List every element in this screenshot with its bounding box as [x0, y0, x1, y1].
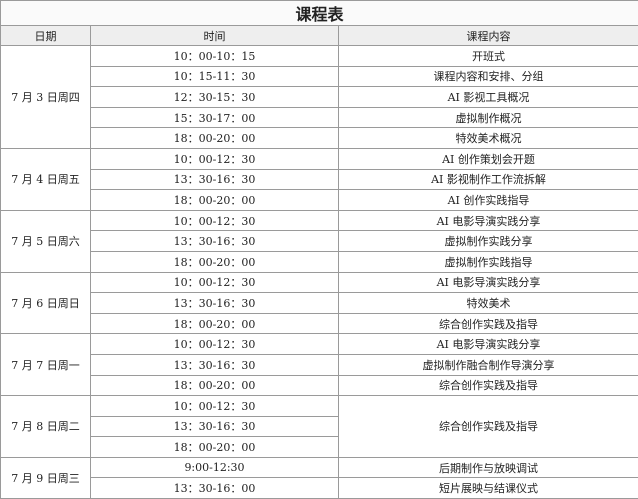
content-cell: AI 影视工具概况 — [339, 87, 638, 108]
time-cell: 13：30-16：30 — [91, 231, 339, 252]
time-cell: 9:00-12:30 — [91, 457, 339, 478]
content-cell: 虚拟制作概况 — [339, 107, 638, 128]
time-cell: 18：00-20：00 — [91, 128, 339, 149]
content-cell: 开班式 — [339, 46, 638, 67]
content-cell: AI 电影导演实践分享 — [339, 210, 638, 231]
title-row: 课程表 — [1, 1, 638, 26]
time-cell: 10：00-12：30 — [91, 148, 339, 169]
time-cell: 10：00-10：15 — [91, 46, 339, 67]
content-cell: 虚拟制作融合制作导演分享 — [339, 354, 638, 375]
content-cell: AI 电影导演实践分享 — [339, 272, 638, 293]
time-cell: 12：30-15：30 — [91, 87, 339, 108]
time-cell: 18：00-20：00 — [91, 190, 339, 211]
time-cell: 18：00-20：00 — [91, 437, 339, 458]
time-cell: 10：00-12：30 — [91, 210, 339, 231]
content-cell: AI 电影导演实践分享 — [339, 334, 638, 355]
date-cell: 7 月 3 日周四 — [1, 46, 91, 149]
content-cell: 虚拟制作实践指导 — [339, 251, 638, 272]
time-cell: 18：00-20：00 — [91, 375, 339, 396]
time-cell: 18：00-20：00 — [91, 313, 339, 334]
content-cell: 特效美术 — [339, 293, 638, 314]
content-cell: 后期制作与放映调试 — [339, 457, 638, 478]
header-cell: 课程内容 — [339, 26, 638, 46]
time-cell: 13：30-16：30 — [91, 293, 339, 314]
date-cell: 7 月 8 日周二 — [1, 396, 91, 458]
time-cell: 10：00-12：30 — [91, 396, 339, 417]
content-cell: AI 创作策划会开题 — [339, 148, 638, 169]
date-cell: 7 月 7 日周一 — [1, 334, 91, 396]
time-cell: 13：30-16：00 — [91, 478, 339, 499]
table-title: 课程表 — [1, 1, 638, 26]
time-cell: 18：00-20：00 — [91, 251, 339, 272]
header-row: 日期 时间 课程内容 — [1, 26, 638, 46]
content-cell: AI 创作实践指导 — [339, 190, 638, 211]
content-cell: 特效美术概况 — [339, 128, 638, 149]
time-cell: 10：00-12：30 — [91, 272, 339, 293]
content-cell: 综合创作实践及指导 — [339, 396, 638, 458]
time-cell: 13：30-16：30 — [91, 416, 339, 437]
time-cell: 13：30-16：30 — [91, 354, 339, 375]
date-cell: 7 月 6 日周日 — [1, 272, 91, 334]
time-cell: 15：30-17：00 — [91, 107, 339, 128]
date-cell: 7 月 4 日周五 — [1, 148, 91, 210]
header-cell: 时间 — [91, 26, 339, 46]
time-cell: 10：15-11：30 — [91, 66, 339, 87]
header-cell: 日期 — [1, 26, 91, 46]
content-cell: 综合创作实践及指导 — [339, 375, 638, 396]
content-cell: 课程内容和安排、分组 — [339, 66, 638, 87]
date-cell: 7 月 9 日周三 — [1, 457, 91, 498]
date-cell: 7 月 5 日周六 — [1, 210, 91, 272]
time-cell: 13：30-16：30 — [91, 169, 339, 190]
content-cell: 短片展映与结课仪式 — [339, 478, 638, 499]
time-cell: 10：00-12：30 — [91, 334, 339, 355]
content-cell: 综合创作实践及指导 — [339, 313, 638, 334]
content-cell: AI 影视制作工作流拆解 — [339, 169, 638, 190]
content-cell: 虚拟制作实践分享 — [339, 231, 638, 252]
